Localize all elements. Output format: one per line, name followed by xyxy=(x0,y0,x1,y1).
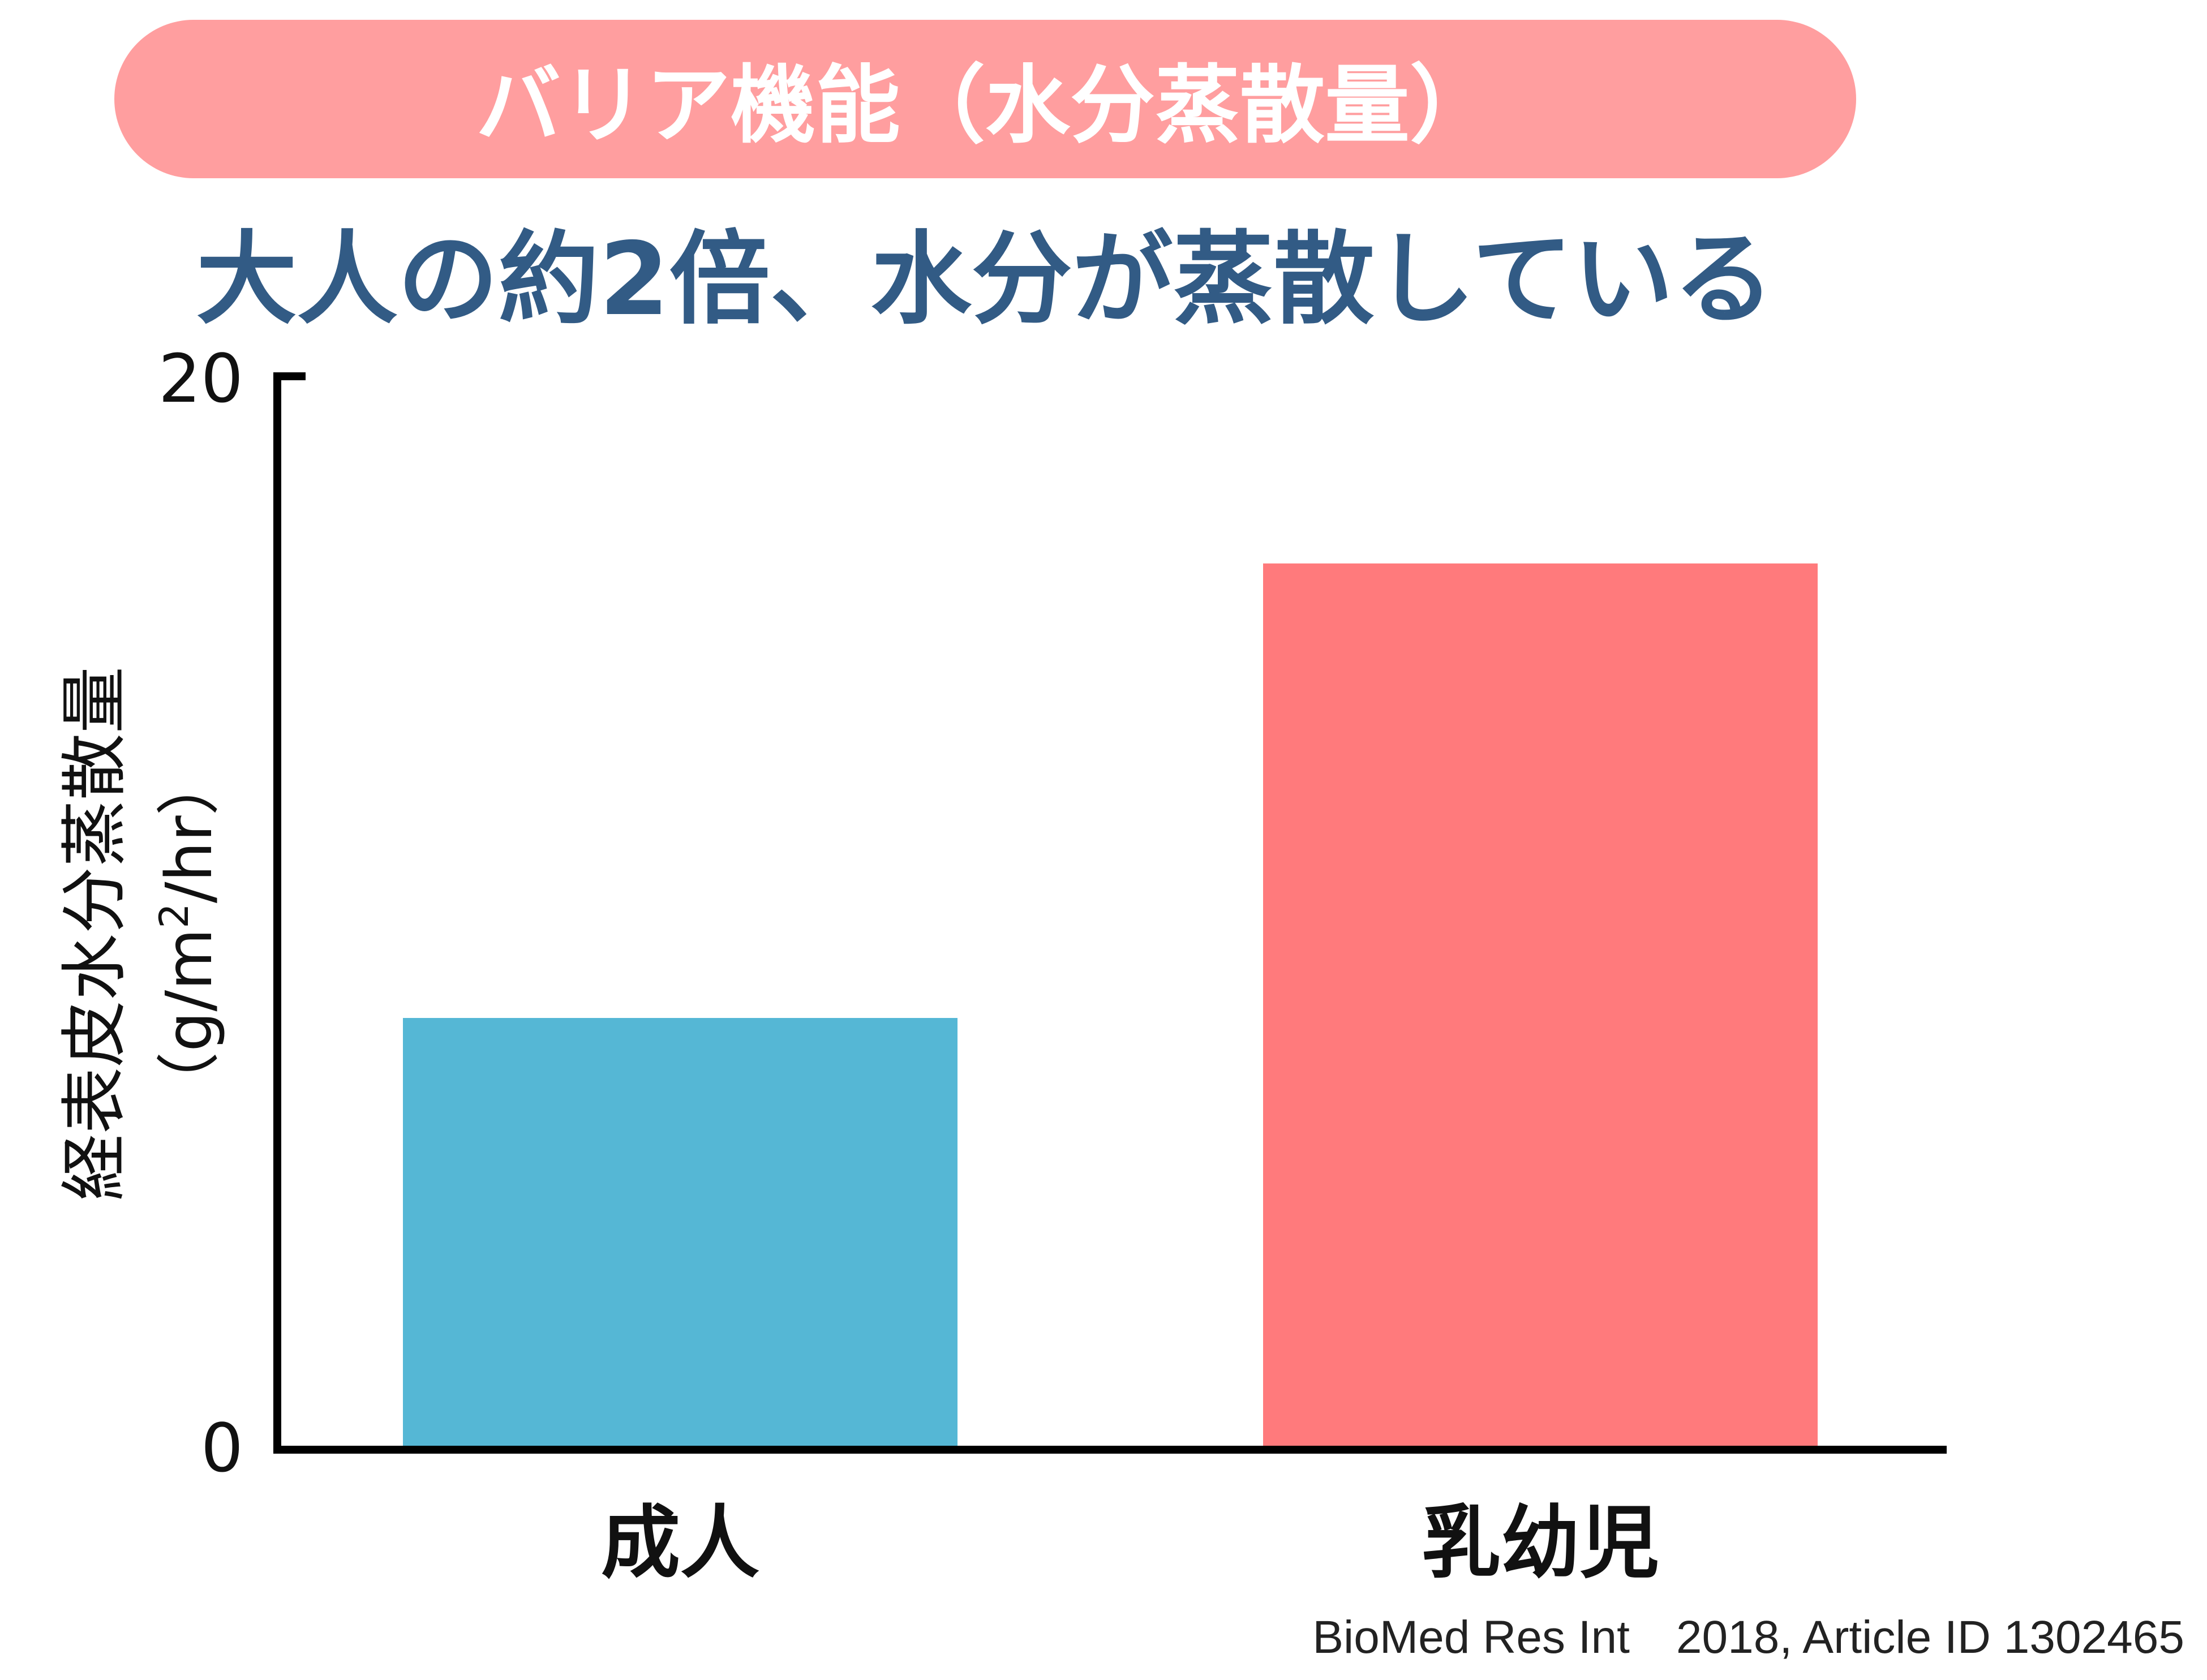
y-axis-title: 経表皮水分蒸散量 （g/m2/hr） xyxy=(55,667,226,1201)
y-tick-label-1: 20 xyxy=(158,340,243,418)
bar-0 xyxy=(403,1018,957,1446)
bars xyxy=(403,563,1818,1446)
header-badge xyxy=(114,20,1856,178)
source-citation: BioMed Res Int 2018, Article ID 1302465 xyxy=(1312,1612,2184,1663)
y-axis-label: 経表皮水分蒸散量 xyxy=(55,667,134,1201)
bar-1 xyxy=(1263,563,1818,1446)
x-tick-label-0: 成人 xyxy=(601,1497,759,1589)
y-axis-unit: （g/m2/hr） xyxy=(151,752,226,1115)
y-ticks: 0 20 xyxy=(158,340,243,1487)
x-axis-labels: 成人 乳幼児 xyxy=(601,1497,1659,1589)
header-badge-text: バリア機能（水分蒸散量） xyxy=(476,57,1495,155)
x-tick-label-1: 乳幼児 xyxy=(1422,1497,1659,1589)
y-tick-label-0: 0 xyxy=(201,1409,243,1487)
headline: 大人の約2倍、水分が蒸散している xyxy=(196,221,1775,338)
